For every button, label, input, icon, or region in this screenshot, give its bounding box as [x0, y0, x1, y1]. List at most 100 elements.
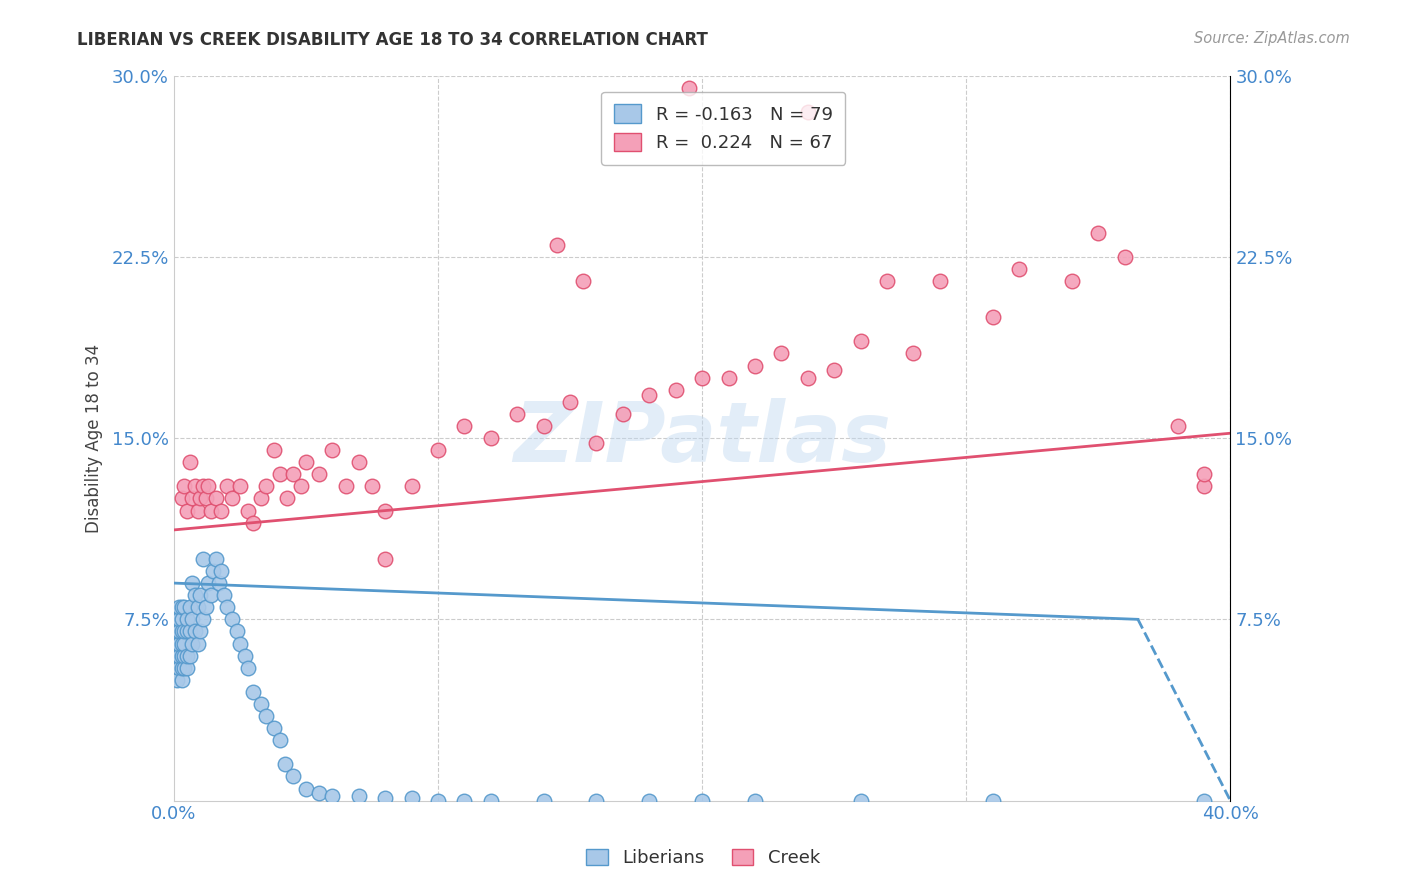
Point [179, 624, 201, 639]
Point [181, 576, 204, 591]
Point [427, 443, 450, 458]
Point [181, 491, 204, 506]
Point [215, 479, 238, 493]
Point [166, 636, 188, 650]
Point [321, 789, 343, 803]
Point [453, 419, 475, 434]
Point [638, 794, 661, 808]
Point [263, 721, 285, 735]
Point [170, 673, 193, 687]
Point [188, 588, 211, 602]
Point [274, 757, 297, 772]
Point [533, 419, 555, 434]
Point [167, 624, 190, 639]
Point [181, 636, 204, 650]
Point [173, 479, 195, 493]
Point [170, 648, 193, 663]
Point [506, 407, 529, 421]
Point [254, 479, 277, 493]
Point [981, 310, 1004, 325]
Point [184, 588, 207, 602]
Point [181, 612, 204, 626]
Point [184, 624, 207, 639]
Point [209, 503, 232, 517]
Point [176, 661, 198, 675]
Point [744, 359, 766, 373]
Point [269, 467, 291, 482]
Text: ZIPatlas: ZIPatlas [513, 398, 891, 479]
Point [188, 491, 211, 506]
Point [250, 697, 273, 711]
Point [170, 636, 193, 650]
Point [281, 769, 304, 783]
Point [194, 600, 217, 615]
Point [347, 455, 370, 469]
Point [1192, 479, 1215, 493]
Point [187, 503, 209, 517]
Point [903, 346, 925, 360]
Point [254, 709, 277, 723]
Point [179, 600, 201, 615]
Point [221, 491, 243, 506]
Point [194, 491, 217, 506]
Point [295, 781, 318, 796]
Point [849, 334, 872, 349]
Point [797, 370, 820, 384]
Point [585, 794, 607, 808]
Point [173, 648, 195, 663]
Point [290, 479, 312, 493]
Point [179, 455, 201, 469]
Point [823, 363, 845, 377]
Point [187, 600, 209, 615]
Point [361, 479, 384, 493]
Point [205, 552, 228, 566]
Point [167, 600, 190, 615]
Point [212, 588, 235, 602]
Point [242, 685, 264, 699]
Y-axis label: Disability Age 18 to 34: Disability Age 18 to 34 [86, 343, 103, 533]
Point [1060, 274, 1083, 288]
Point [200, 503, 222, 517]
Point [612, 407, 634, 421]
Point [229, 636, 252, 650]
Point [233, 648, 256, 663]
Point [849, 794, 872, 808]
Point [981, 794, 1004, 808]
Point [678, 80, 700, 95]
Point [479, 794, 502, 808]
Point [173, 661, 195, 675]
Point [205, 491, 228, 506]
Point [533, 794, 555, 808]
Point [717, 370, 740, 384]
Point [179, 648, 201, 663]
Point [744, 794, 766, 808]
Point [1166, 419, 1188, 434]
Point [321, 443, 343, 458]
Point [770, 346, 793, 360]
Point [427, 794, 450, 808]
Point [167, 636, 190, 650]
Point [276, 491, 298, 506]
Point [690, 370, 713, 384]
Point [690, 794, 713, 808]
Point [166, 624, 188, 639]
Point [176, 648, 198, 663]
Point [797, 104, 820, 119]
Point [269, 733, 291, 747]
Point [166, 673, 188, 687]
Point [173, 636, 195, 650]
Point [572, 274, 595, 288]
Point [209, 564, 232, 578]
Point [347, 789, 370, 803]
Point [166, 612, 188, 626]
Point [401, 791, 423, 805]
Point [295, 455, 318, 469]
Point [250, 491, 273, 506]
Point [191, 552, 214, 566]
Point [173, 600, 195, 615]
Point [188, 624, 211, 639]
Legend: R = -0.163   N = 79, R =  0.224   N = 67: R = -0.163 N = 79, R = 0.224 N = 67 [602, 92, 845, 165]
Point [184, 479, 207, 493]
Point [202, 564, 225, 578]
Point [170, 661, 193, 675]
